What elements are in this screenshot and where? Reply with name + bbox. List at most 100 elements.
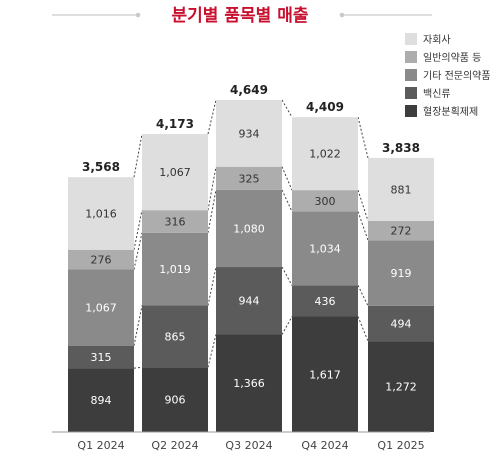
legend-swatch (405, 105, 417, 117)
bar-segment (68, 368, 134, 432)
segment-label: 316 (165, 215, 186, 228)
bar-segment (142, 305, 208, 368)
bar-segment (216, 267, 282, 335)
connector-line (281, 316, 293, 335)
total-label: 4,649 (230, 83, 268, 97)
x-tick-labels-group: Q1 2024 Q2 2024 Q3 2024 Q4 2024 Q1 2025 (77, 439, 424, 452)
bar-segment (216, 189, 282, 268)
segment-label: 315 (91, 351, 112, 364)
total-label: 4,173 (156, 117, 194, 131)
connector-line (357, 211, 369, 241)
segment-label: 1,272 (385, 381, 417, 394)
connector-line (281, 189, 293, 212)
x-tick-label: Q1 2024 (77, 439, 124, 452)
bar-segment (68, 345, 134, 369)
connector-line (207, 99, 217, 135)
connector-line (281, 166, 293, 191)
segment-label: 325 (239, 172, 260, 185)
segment-label: 1,067 (85, 302, 117, 315)
total-label: 3,568 (82, 160, 120, 174)
connector-lines (133, 99, 369, 369)
segment-labels-group: 894 315 1,067 276 1,016 906 865 1,019 316 1,067 1,… (85, 127, 417, 407)
connector-line (133, 366, 143, 369)
x-tick-label: Q4 2024 (301, 439, 348, 452)
bar-segment (368, 157, 434, 221)
total-labels-group: 3,568 4,173 4,649 4,409 3,838 (82, 83, 420, 174)
segment-label: 276 (91, 254, 112, 267)
connector-line (281, 99, 293, 118)
segment-label: 1,617 (309, 368, 341, 381)
total-label: 4,409 (306, 100, 344, 114)
connector-line (207, 166, 217, 211)
connector-line (133, 210, 143, 250)
bar-segment (292, 285, 358, 317)
connector-line (133, 305, 143, 346)
connector-line (133, 232, 143, 270)
legend-label: 혈장분획제제 (423, 105, 478, 118)
legend-swatch (405, 87, 417, 99)
segment-label: 1,019 (159, 263, 191, 276)
segment-label: 919 (391, 267, 412, 280)
segment-label: 1,080 (233, 222, 265, 235)
x-tick-label: Q2 2024 (151, 439, 198, 452)
connector-line (357, 316, 369, 342)
segment-label: 1,067 (159, 166, 191, 179)
bar-segment (142, 232, 208, 306)
segment-label: 272 (391, 225, 412, 238)
total-label: 3,838 (382, 141, 420, 155)
segment-label: 1,366 (233, 377, 265, 390)
bar-segment (216, 334, 282, 432)
bars-group (68, 100, 434, 432)
legend-swatch (405, 51, 417, 63)
segment-label: 944 (239, 295, 260, 308)
bar-segment (292, 211, 358, 286)
segment-label: 494 (391, 318, 412, 331)
connector-line (357, 285, 369, 307)
segment-label: 906 (165, 394, 186, 407)
segment-label: 1,034 (309, 242, 341, 255)
bar-segment (216, 100, 282, 167)
segment-label: 934 (239, 127, 260, 140)
bar-segment (368, 305, 434, 342)
connector-line (281, 266, 293, 286)
bar-segment (368, 341, 434, 432)
bar-segment (292, 316, 358, 432)
bar-segment (368, 240, 434, 306)
segment-label: 881 (391, 183, 412, 196)
bar-segment (142, 210, 208, 233)
legend-label: 백신류 (423, 88, 451, 100)
segment-label: 894 (91, 394, 112, 407)
legend-swatch (405, 69, 417, 81)
bar-segment (292, 117, 358, 191)
bar-segment (142, 367, 208, 432)
connector-line (357, 189, 369, 221)
legend-label: 일반의약품 등 (423, 52, 481, 64)
connector-line (207, 266, 217, 306)
x-tick-label: Q1 2025 (377, 439, 424, 452)
segment-label: 436 (315, 295, 336, 308)
bar-segment (292, 190, 358, 212)
bar-segment (142, 133, 208, 211)
title-deco-dot-left (135, 12, 141, 18)
x-tick-label: Q3 2024 (225, 439, 272, 452)
bar-segment (68, 177, 134, 250)
connector-line (207, 334, 217, 368)
bar-segment (68, 249, 134, 270)
bar-segment (216, 166, 282, 190)
connector-line (207, 189, 217, 233)
connector-line (133, 133, 143, 178)
segment-label: 1,022 (309, 148, 341, 161)
legend-label: 기타 전문의약품 (423, 70, 491, 82)
segment-label: 1,016 (85, 207, 117, 220)
legend-label: 자회사 (423, 34, 451, 46)
bar-segment (68, 269, 134, 346)
segment-label: 300 (315, 195, 336, 208)
bar-segment (368, 220, 434, 241)
connector-line (357, 117, 369, 159)
segment-label: 865 (165, 330, 186, 343)
chart-title: 분기별 품목별 매출 (172, 6, 309, 26)
legend-swatch (405, 33, 417, 45)
